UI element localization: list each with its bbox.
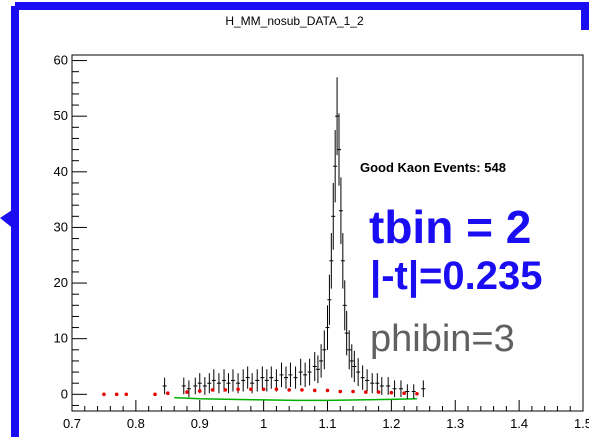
y-tick-label: 60 bbox=[54, 53, 68, 68]
red-data-point bbox=[236, 387, 240, 392]
y-tick-label: 0 bbox=[61, 386, 68, 401]
good-kaon-events-label: Good Kaon Events: 548 bbox=[360, 160, 506, 175]
red-data-point bbox=[166, 391, 170, 396]
red-data-point bbox=[124, 392, 129, 397]
tbin-label: tbin = 2 bbox=[369, 201, 532, 253]
red-data-point bbox=[185, 390, 189, 394]
red-data-point bbox=[223, 388, 228, 392]
x-tick-label: 0.7 bbox=[63, 416, 81, 431]
red-data-point bbox=[261, 387, 266, 392]
green-series-line bbox=[174, 396, 417, 402]
frame-arrow-marker bbox=[0, 208, 15, 230]
x-tick-label: 1.5 bbox=[574, 416, 589, 431]
red-data-point bbox=[312, 388, 317, 393]
red-series-group bbox=[102, 387, 419, 397]
y-tick-label: 10 bbox=[54, 331, 68, 346]
red-data-point bbox=[153, 392, 157, 397]
red-data-point bbox=[338, 389, 343, 394]
phibin-label: phibin=3 bbox=[370, 318, 515, 360]
red-data-point bbox=[102, 392, 106, 397]
red-data-point bbox=[351, 389, 355, 394]
axes-group: 0.7 0.8 0.9 1 1.1 1.2 1.3 1.4 1.5 0 10 20 30 40 50 60 bbox=[54, 53, 589, 431]
red-data-point bbox=[210, 388, 215, 392]
y-tick-label: 20 bbox=[54, 275, 68, 290]
red-data-point bbox=[389, 390, 394, 395]
y-tick-label: 50 bbox=[54, 108, 68, 123]
x-tick-label: 0.8 bbox=[127, 416, 145, 431]
black-histogram-group bbox=[162, 77, 426, 399]
red-data-point bbox=[402, 391, 406, 396]
red-data-point bbox=[249, 387, 253, 392]
x-tick-label: 0.9 bbox=[191, 416, 209, 431]
red-data-point bbox=[114, 392, 119, 397]
chart-title: H_MM_nosub_DATA_1_2 bbox=[225, 14, 364, 28]
green-series-group bbox=[174, 396, 417, 402]
x-tick-label: 1.4 bbox=[510, 416, 528, 431]
red-data-point bbox=[364, 390, 368, 394]
y-tick-label: 30 bbox=[54, 219, 68, 234]
red-data-point bbox=[197, 389, 202, 393]
y-tick-label: 40 bbox=[54, 164, 68, 179]
abs-t-label: |-t|=0.235 bbox=[370, 254, 543, 298]
red-data-point bbox=[274, 387, 279, 392]
x-tick-label: 1.2 bbox=[382, 416, 400, 431]
red-data-point bbox=[300, 388, 304, 392]
red-data-point bbox=[325, 388, 330, 393]
x-tick-label: 1.3 bbox=[446, 416, 464, 431]
red-data-point bbox=[415, 391, 419, 396]
red-data-point bbox=[287, 388, 291, 392]
red-data-point bbox=[376, 390, 381, 394]
x-tick-label: 1 bbox=[260, 416, 267, 431]
x-tick-label: 1.1 bbox=[318, 416, 336, 431]
